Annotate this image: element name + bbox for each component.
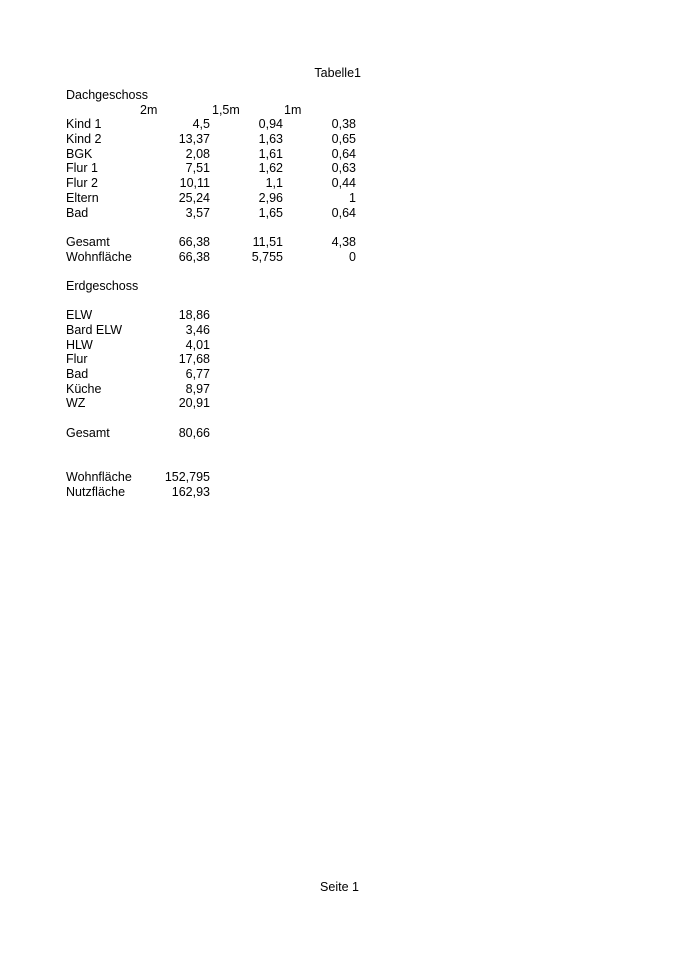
row-label: Flur 1 (66, 161, 98, 176)
section-title: Erdgeschoss (66, 278, 139, 293)
blank-row (66, 294, 366, 309)
table-row: Kind 1 4,5 0,94 0,38 (66, 117, 366, 132)
total-row: Gesamt 80,66 (66, 426, 366, 441)
section-title-erdgeschoss: Erdgeschoss (66, 279, 366, 294)
value-2m: 4,5 (192, 117, 210, 132)
blank-row (66, 264, 366, 279)
spreadsheet: Dachgeschoss 2m 1,5m 1m Kind 1 4,5 0,94 0,38 Kin… (66, 88, 366, 499)
value: 8,97 (185, 381, 210, 396)
blank-row (66, 455, 366, 470)
table-row: BGK 2,08 1,61 0,64 (66, 147, 366, 162)
value-2m: 13,37 (178, 132, 210, 147)
blank-row (66, 441, 366, 456)
row-label: Wohnfläche (66, 469, 132, 484)
value-1m: 0,38 (331, 117, 356, 132)
value: 18,86 (178, 308, 210, 323)
table-row: Bad 6,77 (66, 367, 366, 382)
value-1-5m: 5,755 (251, 249, 283, 264)
value-2m: 66,38 (178, 234, 210, 249)
value: 20,91 (178, 396, 210, 411)
value-2m: 66,38 (178, 249, 210, 264)
value-1-5m: 11,51 (252, 234, 283, 249)
row-label: Flur 2 (66, 176, 98, 191)
value-1-5m: 1,1 (265, 176, 283, 191)
row-label: ELW (66, 308, 93, 323)
value: 17,68 (178, 352, 210, 367)
column-header-row: 2m 1,5m 1m (66, 103, 366, 118)
value-1m: 0,64 (331, 205, 356, 220)
value-2m: 7,51 (185, 161, 210, 176)
summary-row: Wohnfläche 152,795 (66, 470, 366, 485)
value-1m: 0,64 (331, 146, 356, 161)
value: 6,77 (185, 367, 210, 382)
row-label: Eltern (66, 190, 99, 205)
row-label: WZ (66, 396, 86, 411)
value: 152,795 (164, 469, 210, 484)
row-label: Bad (66, 205, 89, 220)
value-1m: 4,38 (331, 234, 356, 249)
table-row: HLW 4,01 (66, 338, 366, 353)
table-row: Küche 8,97 (66, 382, 366, 397)
row-label: Nutzfläche (66, 484, 126, 499)
row-label: Gesamt (66, 234, 110, 249)
value-1m: 0,65 (331, 132, 356, 147)
value: 162,93 (171, 484, 210, 499)
row-label: Flur (66, 352, 88, 367)
summary-row: Nutzfläche 162,93 (66, 485, 366, 500)
row-label: Bad (66, 367, 89, 382)
value-2m: 25,24 (178, 190, 210, 205)
value-1m: 0,63 (331, 161, 356, 176)
value-2m: 10,11 (179, 176, 210, 191)
table-row: Kind 2 13,37 1,63 0,65 (66, 132, 366, 147)
table-row: Bard ELW 3,46 (66, 323, 366, 338)
row-label: HLW (66, 337, 93, 352)
row-label: Küche (66, 381, 102, 396)
column-header: 2m (140, 102, 158, 117)
value-1-5m: 0,94 (258, 117, 283, 132)
blank-row (66, 411, 366, 426)
value: 4,01 (185, 337, 210, 352)
total-row: Wohnfläche 66,38 5,755 0 (66, 250, 366, 265)
value: 3,46 (185, 323, 210, 337)
section-title-dachgeschoss: Dachgeschoss (66, 88, 366, 103)
value-1-5m: 1,61 (258, 146, 283, 161)
table-row: WZ 20,91 (66, 396, 366, 411)
value-2m: 3,57 (185, 205, 210, 220)
row-label: Wohnfläche (66, 249, 132, 264)
table-row: Flur 1 7,51 1,62 0,63 (66, 161, 366, 176)
total-row: Gesamt 66,38 11,51 4,38 (66, 235, 366, 250)
row-label: Kind 1 (66, 117, 102, 132)
table-row: Bad 3,57 1,65 0,64 (66, 206, 366, 221)
value-1-5m: 2,96 (258, 190, 283, 205)
row-label: BGK (66, 146, 93, 161)
value-1m: 0,44 (331, 176, 356, 191)
value-1m: 0 (349, 249, 356, 264)
table-row: Flur 17,68 (66, 352, 366, 367)
page-footer: Seite 1 (320, 880, 359, 894)
row-label: Bard ELW (66, 323, 123, 337)
value-1-5m: 1,63 (258, 132, 283, 147)
blank-row (66, 220, 366, 235)
column-header: 1m (284, 102, 302, 117)
row-label: Kind 2 (66, 132, 102, 147)
page-header: Tabelle1 (314, 66, 361, 80)
value-1-5m: 1,65 (258, 205, 283, 220)
value-1-5m: 1,62 (258, 161, 283, 176)
table-row: Eltern 25,24 2,96 1 (66, 191, 366, 206)
table-row: ELW 18,86 (66, 308, 366, 323)
row-label: Gesamt (66, 425, 110, 440)
column-header: 1,5m (212, 102, 240, 117)
value-2m: 2,08 (185, 146, 210, 161)
section-title: Dachgeschoss (66, 88, 148, 102)
value: 80,66 (178, 425, 210, 440)
table-row: Flur 2 10,11 1,1 0,44 (66, 176, 366, 191)
value-1m: 1 (349, 190, 356, 205)
